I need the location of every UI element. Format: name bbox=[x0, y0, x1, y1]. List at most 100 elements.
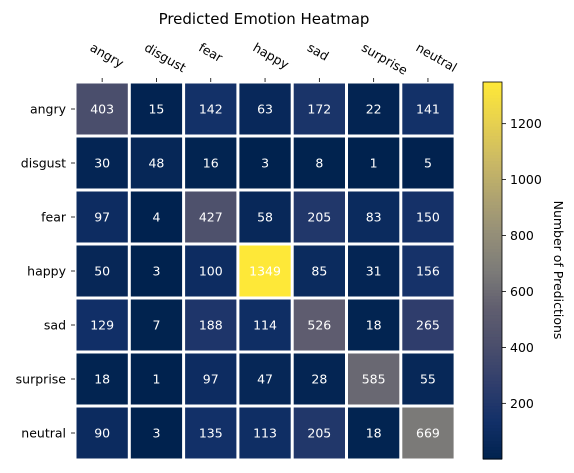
colorbar-segment bbox=[483, 257, 502, 262]
colorbar-segment bbox=[483, 327, 502, 331]
colorbar-segment bbox=[483, 374, 502, 378]
colorbar-frame bbox=[482, 81, 503, 460]
heatmap-cell bbox=[76, 299, 128, 351]
heatmap-cell bbox=[185, 353, 237, 405]
heatmap-cell bbox=[130, 353, 183, 405]
colorbar-segment bbox=[483, 176, 502, 180]
colorbar-segment bbox=[483, 119, 502, 124]
cell-value-label: 427 bbox=[199, 210, 223, 225]
colorbar-segment bbox=[483, 371, 502, 375]
colorbar-segment bbox=[483, 349, 502, 353]
x-tick-label: neutral bbox=[413, 40, 459, 75]
heatmap-cell bbox=[402, 299, 454, 351]
cell-value-label: 188 bbox=[199, 318, 223, 333]
y-tick-label: fear bbox=[41, 210, 67, 225]
colorbar-segment bbox=[483, 364, 502, 369]
colorbar-segment bbox=[483, 204, 502, 209]
cell-value-label: 669 bbox=[416, 426, 440, 441]
cell-value-label: 97 bbox=[94, 210, 110, 225]
colorbar-segment bbox=[483, 147, 502, 152]
colorbar-segment bbox=[483, 386, 502, 391]
cell-value-label: 28 bbox=[311, 372, 327, 387]
cell-value-label: 3 bbox=[152, 426, 160, 441]
colorbar-segment bbox=[483, 169, 502, 174]
cell-value-label: 16 bbox=[203, 156, 219, 171]
heatmap-cell bbox=[130, 83, 183, 135]
heatmap-cell bbox=[293, 83, 345, 135]
y-tick-label: disgust bbox=[21, 156, 66, 171]
colorbar-segment bbox=[483, 173, 502, 177]
heatmap-cell bbox=[76, 353, 128, 405]
colorbar-segment bbox=[483, 160, 502, 165]
colorbar-segment bbox=[483, 239, 502, 243]
colorbar-segment bbox=[483, 292, 502, 297]
heatmap-cell bbox=[348, 353, 400, 405]
cell-value-label: 135 bbox=[199, 426, 223, 441]
colorbar-segment bbox=[483, 402, 502, 407]
colorbar-segment bbox=[483, 446, 502, 451]
colorbar-segment bbox=[483, 100, 502, 105]
colorbar-segment bbox=[483, 317, 502, 322]
heatmap-cell bbox=[348, 83, 400, 135]
colorbar-segment bbox=[483, 157, 502, 162]
cell-value-label: 3 bbox=[152, 264, 160, 279]
colorbar-segment bbox=[483, 361, 502, 366]
colorbar-segment bbox=[483, 213, 502, 218]
cell-value-label: 4 bbox=[152, 210, 160, 225]
colorbar-segment bbox=[483, 103, 502, 108]
colorbar-segment bbox=[483, 132, 502, 137]
colorbar-segment bbox=[483, 411, 502, 416]
cell-value-label: 113 bbox=[253, 426, 277, 441]
heatmap-cell bbox=[348, 245, 400, 297]
heatmap-cell bbox=[348, 407, 400, 459]
colorbar-segment bbox=[483, 433, 502, 438]
heatmap-cell bbox=[293, 245, 345, 297]
colorbar-segment bbox=[483, 399, 502, 404]
heatmap-cell bbox=[239, 299, 291, 351]
x-axis-ticks: angry disgust fear happy sad surprise neutral bbox=[88, 40, 460, 82]
colorbar-segment bbox=[483, 273, 502, 278]
x-tick-label: happy bbox=[251, 40, 293, 73]
colorbar-segment bbox=[483, 188, 502, 193]
colorbar-segment bbox=[483, 443, 502, 448]
cell-value-label: 129 bbox=[90, 318, 114, 333]
colorbar: 200 400 600 800 1000 1200 bbox=[482, 81, 542, 460]
colorbar-segment bbox=[483, 125, 502, 130]
colorbar-segment bbox=[483, 286, 502, 290]
heatmap-cell bbox=[185, 191, 237, 243]
colorbar-segment bbox=[483, 248, 502, 253]
heatmap-cell bbox=[402, 137, 454, 189]
heatmap-cell bbox=[402, 353, 454, 405]
heatmap-cell bbox=[130, 299, 183, 351]
colorbar-segment bbox=[483, 154, 502, 158]
colorbar-segment bbox=[483, 166, 502, 171]
colorbar-segment bbox=[483, 283, 502, 287]
colorbar-segment bbox=[483, 455, 502, 460]
colorbar-segment bbox=[483, 88, 502, 93]
colorbar-segment bbox=[483, 305, 502, 309]
colorbar-segment bbox=[483, 418, 502, 422]
cell-value-label: 205 bbox=[307, 210, 331, 225]
y-axis-ticks: angry disgust fear happy sad surprise neutral bbox=[16, 102, 75, 441]
colorbar-segment bbox=[483, 289, 502, 294]
heatmap-cell bbox=[293, 353, 345, 405]
cell-value-label: 90 bbox=[94, 426, 110, 441]
colorbar-segment bbox=[483, 367, 502, 372]
colorbar-segment bbox=[483, 151, 502, 155]
colorbar-segment bbox=[483, 232, 502, 237]
colorbar-segment bbox=[483, 421, 502, 426]
colorbar-tick-label: 800 bbox=[510, 228, 534, 243]
y-tick-label: angry bbox=[30, 102, 67, 117]
heatmap-cell bbox=[185, 407, 237, 459]
colorbar-tick-label: 400 bbox=[510, 340, 534, 355]
colorbar-segment bbox=[483, 396, 502, 400]
x-tick-label: surprise bbox=[359, 40, 410, 78]
x-tick-label: angry bbox=[88, 40, 127, 71]
heatmap-cell bbox=[185, 137, 237, 189]
colorbar-segment bbox=[483, 226, 502, 231]
y-tick-label: surprise bbox=[16, 372, 67, 387]
colorbar-segment bbox=[483, 264, 502, 268]
colorbar-segment bbox=[483, 210, 502, 215]
cell-value-label: 100 bbox=[199, 264, 223, 279]
